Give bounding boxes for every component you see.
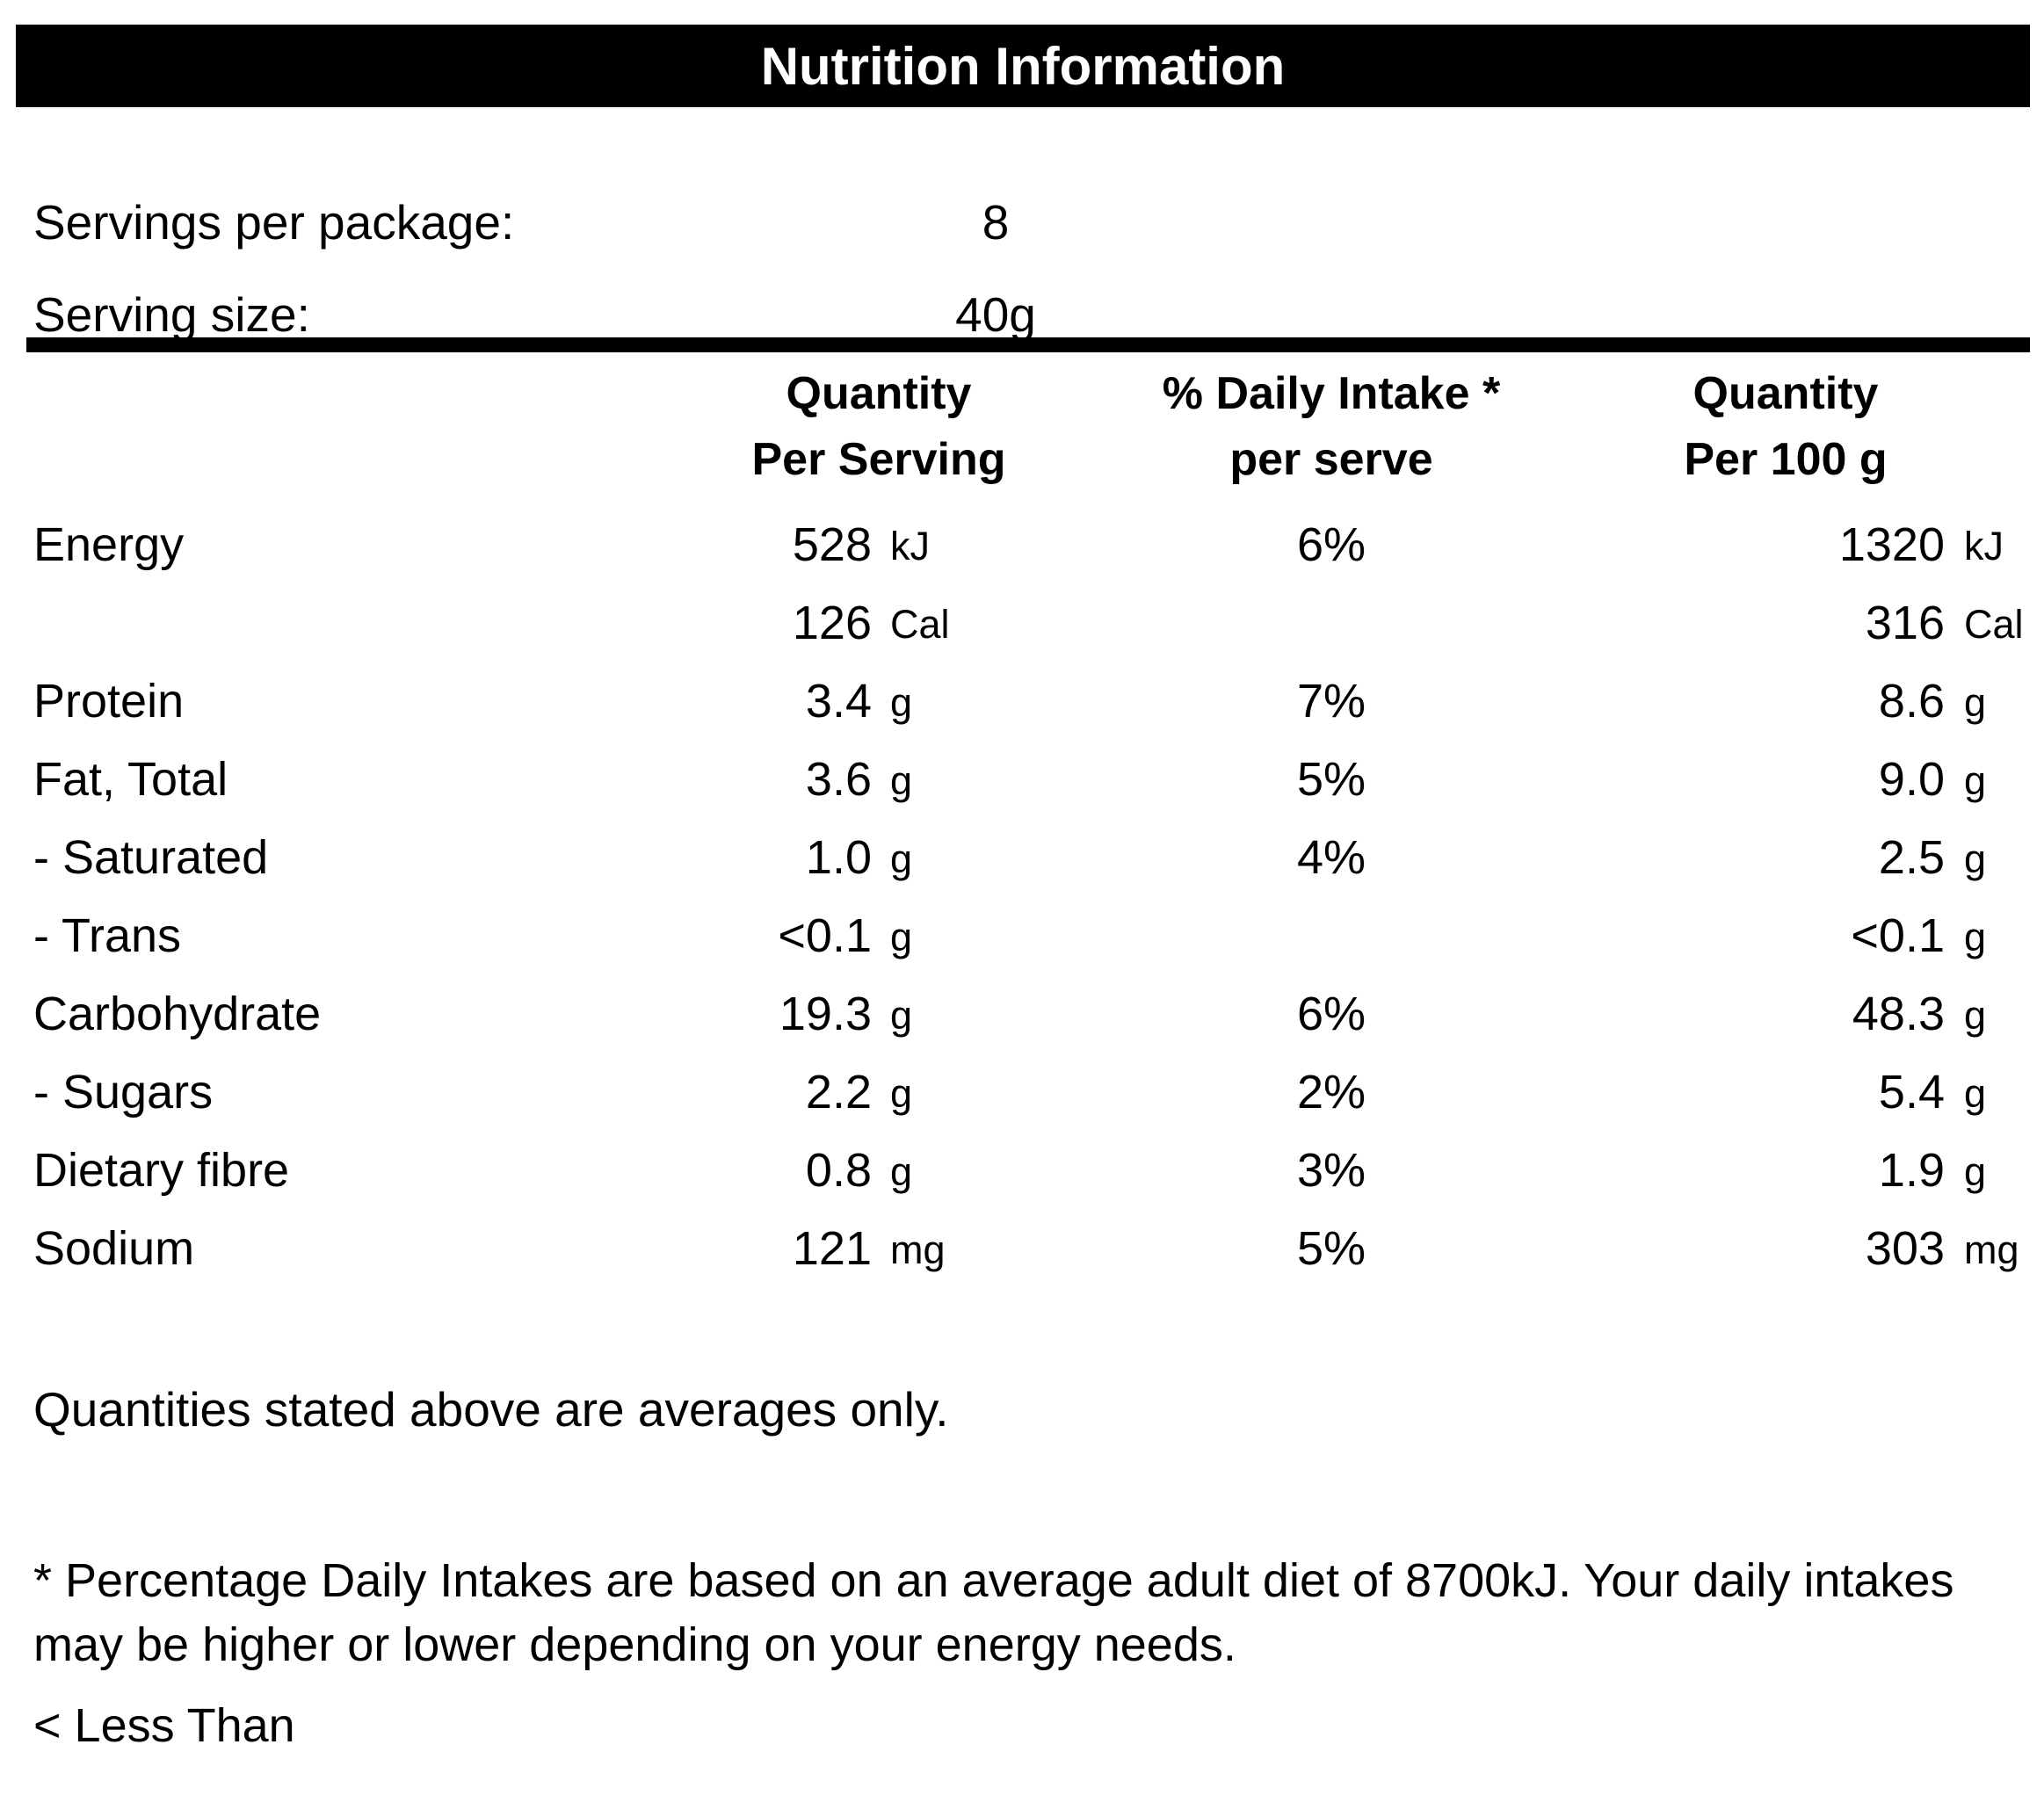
per-serving-unit: g xyxy=(890,679,913,725)
table-row-protein: Protein 3.4 g 7% 8.6 g xyxy=(0,662,2044,740)
per-100g-qty: 5.4 xyxy=(1878,1065,1945,1118)
daily-intake-column-header: % Daily Intake * per serve xyxy=(1162,368,1501,485)
per-serving-qty: 126 xyxy=(792,596,872,649)
per-100g-unit: Cal xyxy=(1964,601,2024,647)
nutrient-column-header xyxy=(0,361,692,493)
per-100g-unit: g xyxy=(1964,992,1987,1038)
per-serving-column-header: Quantity Per Serving xyxy=(751,368,1006,485)
per-serving-unit: g xyxy=(890,992,913,1038)
nutrient-label: - Sugars xyxy=(33,1065,214,1118)
per-serving-unit: g xyxy=(890,1070,913,1116)
table-row-saturated: - Saturated 1.0 g 4% 2.5 g xyxy=(0,818,2044,896)
nutrition-table: Quantity Per Serving % Daily Intake * pe… xyxy=(0,352,2044,1287)
per-serving-unit: g xyxy=(890,757,913,803)
daily-intake-pct: 6% xyxy=(1296,987,1366,1040)
table-body: Energy 528 kJ 6% 1320 kJ 126 Cal 316 Cal… xyxy=(0,505,2044,1287)
daily-intake-pct: 4% xyxy=(1296,830,1366,884)
table-row-sodium: Sodium 121 mg 5% 303 mg xyxy=(0,1209,2044,1287)
nutrient-label: Sodium xyxy=(33,1221,195,1275)
per-100g-qty: 2.5 xyxy=(1878,830,1945,884)
per-100g-unit: g xyxy=(1964,757,1987,803)
per-100g-qty: 316 xyxy=(1865,596,1945,649)
table-row-energy: Energy 528 kJ 6% 1320 kJ xyxy=(0,505,2044,583)
per-100g-qty: 1320 xyxy=(1838,518,1945,571)
servings-per-package-row: Servings per package: 8 xyxy=(0,176,2044,268)
per-100g-qty: <0.1 xyxy=(1851,908,1945,962)
page-title: Nutrition Information xyxy=(760,36,1286,96)
servings-per-package-label: Servings per package: xyxy=(33,194,515,250)
table-row-trans: - Trans <0.1 g <0.1 g xyxy=(0,896,2044,974)
per-100g-unit: mg xyxy=(1964,1227,2019,1272)
serving-size-value: 40g xyxy=(955,286,1036,342)
per-100g-qty: 8.6 xyxy=(1878,674,1945,728)
table-header-row: Quantity Per Serving % Daily Intake * pe… xyxy=(0,352,2044,493)
per-100g-unit: g xyxy=(1964,1070,1987,1116)
per-serving-qty: 0.8 xyxy=(805,1143,872,1197)
nutrient-label: - Trans xyxy=(33,908,182,962)
nutrient-label: Protein xyxy=(33,674,185,728)
table-row-dietary-fibre: Dietary fibre 0.8 g 3% 1.9 g xyxy=(0,1131,2044,1209)
per-100g-qty: 9.0 xyxy=(1878,752,1945,806)
title-bar: Nutrition Information xyxy=(16,25,2030,107)
daily-intake-pct: 2% xyxy=(1296,1065,1366,1118)
per-serving-unit: g xyxy=(890,836,913,881)
per-serving-unit: Cal xyxy=(890,601,950,647)
per-serving-unit: mg xyxy=(890,1227,946,1272)
per-serving-qty: 1.0 xyxy=(805,830,872,884)
per-serving-qty: 2.2 xyxy=(805,1065,872,1118)
per-100g-unit: kJ xyxy=(1964,523,2004,568)
per-serving-qty: 121 xyxy=(792,1221,872,1275)
table-row-fat-total: Fat, Total 3.6 g 5% 9.0 g xyxy=(0,740,2044,818)
nutrient-label: Dietary fibre xyxy=(33,1143,290,1197)
averages-note: Quantities stated above are averages onl… xyxy=(33,1382,949,1437)
daily-intake-pct: 5% xyxy=(1296,752,1366,806)
per-100g-unit: g xyxy=(1964,679,1987,725)
per-serving-unit: g xyxy=(890,1148,913,1194)
per-serving-qty: 19.3 xyxy=(779,987,872,1040)
table-row-sugars: - Sugars 2.2 g 2% 5.4 g xyxy=(0,1053,2044,1131)
servings-per-package-value: 8 xyxy=(982,194,1010,250)
serving-size-row: Serving size: 40g xyxy=(0,268,2044,360)
per-100g-qty: 303 xyxy=(1865,1221,1945,1275)
per-serving-qty: 528 xyxy=(792,518,872,571)
serving-meta: Servings per package: 8 Serving size: 40… xyxy=(0,176,2044,360)
nutrient-label: Carbohydrate xyxy=(33,987,322,1040)
per-serving-unit: kJ xyxy=(890,523,930,568)
nutrient-label: Energy xyxy=(33,518,185,571)
per-100g-unit: g xyxy=(1964,914,1987,959)
serving-size-label: Serving size: xyxy=(33,286,310,342)
nutrient-label: Fat, Total xyxy=(33,752,228,806)
per-100g-column-header: Quantity Per 100 g xyxy=(1684,368,1888,485)
per-100g-qty: 1.9 xyxy=(1878,1143,1945,1197)
daily-intake-pct: 3% xyxy=(1296,1143,1366,1197)
table-top-divider xyxy=(26,337,2030,352)
daily-intake-pct: 5% xyxy=(1296,1221,1366,1275)
nutrient-label: - Saturated xyxy=(33,830,269,884)
per-100g-unit: g xyxy=(1964,836,1987,881)
less-than-legend: < Less Than xyxy=(33,1699,295,1752)
per-100g-unit: g xyxy=(1964,1148,1987,1194)
table-row-energy-cal: 126 Cal 316 Cal xyxy=(0,583,2044,662)
daily-intake-pct: 6% xyxy=(1296,518,1366,571)
per-serving-qty: 3.4 xyxy=(805,674,872,728)
per-serving-unit: g xyxy=(890,914,913,959)
per-serving-qty: <0.1 xyxy=(778,908,872,962)
daily-intake-pct: 7% xyxy=(1296,674,1366,728)
daily-intake-footnote: * Percentage Daily Intakes are based on … xyxy=(33,1554,1954,1671)
per-100g-qty: 48.3 xyxy=(1852,987,1945,1040)
table-row-carbohydrate: Carbohydrate 19.3 g 6% 48.3 g xyxy=(0,974,2044,1053)
per-serving-qty: 3.6 xyxy=(805,752,872,806)
